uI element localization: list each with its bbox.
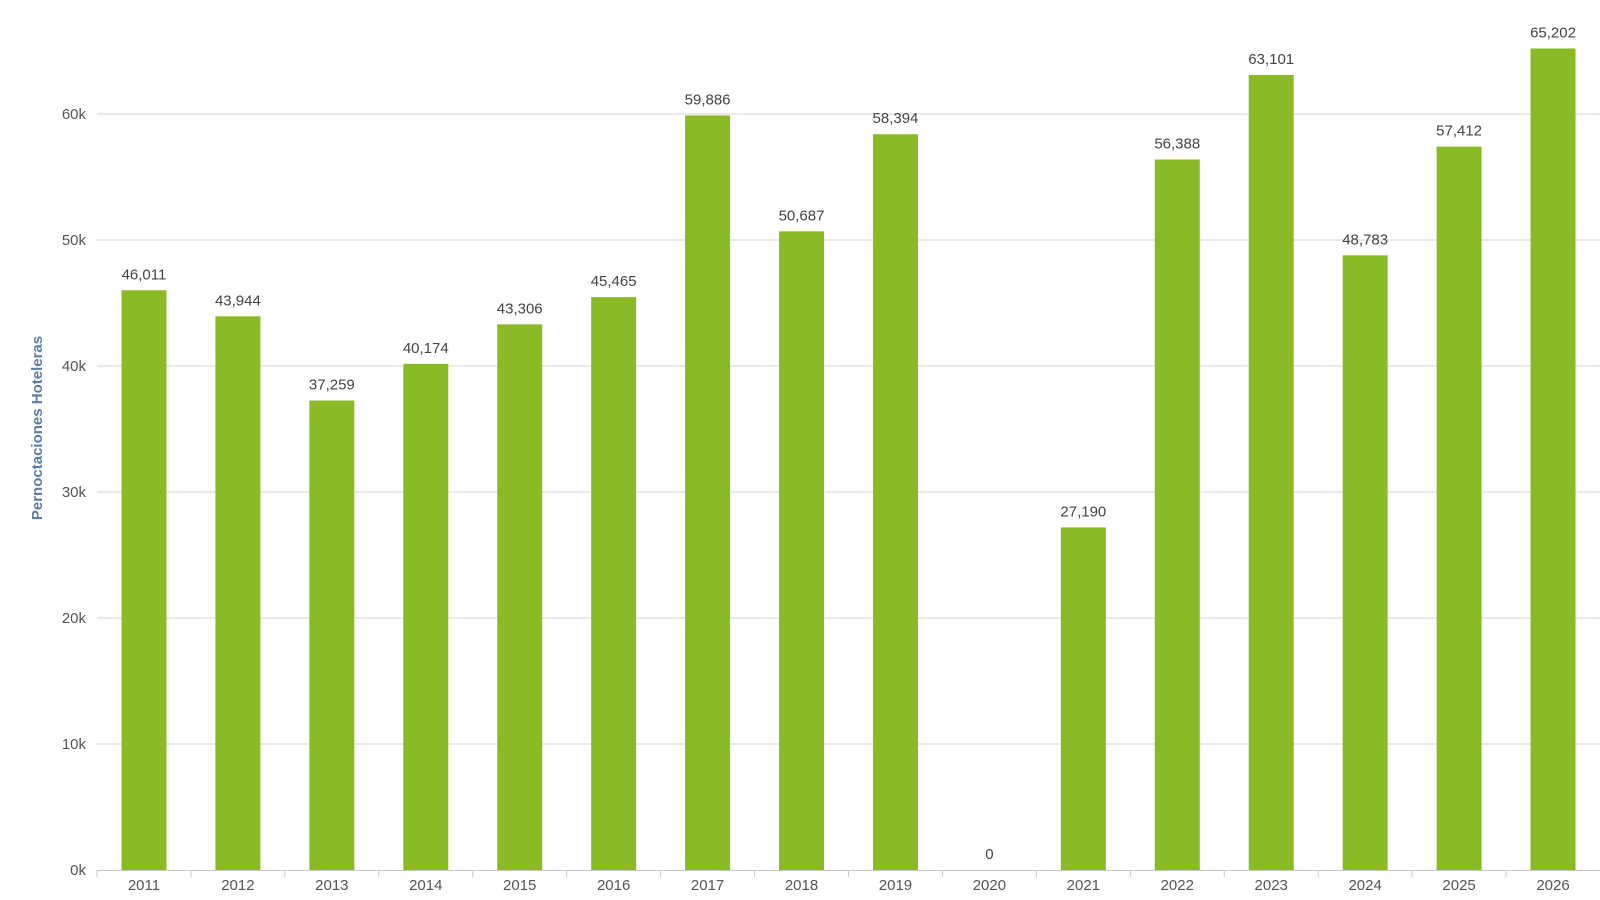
bar-2012[interactable] <box>215 316 261 870</box>
bar-2013[interactable] <box>309 400 355 870</box>
data-label-2013: 37,259 <box>309 377 355 394</box>
bar-2023[interactable] <box>1248 74 1294 871</box>
data-label-2016: 45,465 <box>591 273 637 290</box>
data-label-2012: 43,944 <box>215 292 261 309</box>
data-label-2014: 40,174 <box>403 340 449 357</box>
data-label-2015: 43,306 <box>497 300 543 317</box>
bar-2015[interactable] <box>497 324 543 871</box>
y-axis-title: Pernoctaciones Hoteleras <box>29 336 46 520</box>
y-tick-label: 40k <box>62 358 87 375</box>
data-label-2022: 56,388 <box>1154 136 1200 153</box>
y-tick-label: 10k <box>62 736 87 753</box>
bar-2018[interactable] <box>779 231 825 870</box>
bar-2024[interactable] <box>1342 255 1388 870</box>
bar-2011[interactable] <box>121 290 167 870</box>
bar-2019[interactable] <box>872 134 918 870</box>
x-tick-label-2024: 2024 <box>1348 877 1381 894</box>
data-label-2018: 50,687 <box>779 207 825 224</box>
data-label-2024: 48,783 <box>1342 231 1388 248</box>
bar-2016[interactable] <box>591 297 637 870</box>
data-label-2021: 27,190 <box>1060 503 1106 520</box>
bar-2021[interactable] <box>1060 527 1106 870</box>
x-tick-label-2022: 2022 <box>1161 877 1194 894</box>
data-label-2011: 46,011 <box>122 266 167 283</box>
y-tick-label: 50k <box>62 232 87 249</box>
bar-2022[interactable] <box>1154 159 1200 870</box>
data-label-2026: 65,202 <box>1530 24 1576 41</box>
x-tick-label-2023: 2023 <box>1255 877 1288 894</box>
x-tick-label-2026: 2026 <box>1536 877 1569 894</box>
data-label-2023: 63,101 <box>1248 51 1294 68</box>
x-tick-label-2019: 2019 <box>879 877 912 894</box>
data-label-2019: 58,394 <box>873 110 919 127</box>
data-label-2017: 59,886 <box>685 91 731 108</box>
x-tick-label-2017: 2017 <box>691 877 724 894</box>
bar-2026[interactable] <box>1530 48 1576 871</box>
x-tick-label-2016: 2016 <box>597 877 630 894</box>
data-label-2025: 57,412 <box>1436 123 1482 140</box>
bars: 46,011 43,944 37,259 40,174 43,306 45,465 59,8… <box>121 24 1576 871</box>
bar-2017[interactable] <box>685 115 731 870</box>
x-tick-label-2011: 2011 <box>128 877 160 894</box>
x-axis: 2011 2012 2013 2014 2015 2016 2017 2018 2019 2020… <box>96 870 1600 894</box>
bar-2014[interactable] <box>403 363 449 870</box>
data-label-2020: 0 <box>985 846 993 863</box>
x-tick-label-2015: 2015 <box>503 877 536 894</box>
y-tick-label: 0k <box>70 862 86 879</box>
y-tick-label: 30k <box>62 484 87 501</box>
bar-2025[interactable] <box>1436 146 1482 871</box>
x-tick-label-2021: 2021 <box>1067 877 1100 894</box>
x-tick-label-2012: 2012 <box>221 877 254 894</box>
y-tick-label: 20k <box>62 610 87 627</box>
y-tick-label: 60k <box>62 106 87 123</box>
x-tick-label-2025: 2025 <box>1442 877 1475 894</box>
x-tick-label-2018: 2018 <box>785 877 818 894</box>
x-tick-label-2020: 2020 <box>973 877 1006 894</box>
y-axis: 0k 10k 20k 30k 40k 50k 60k <box>62 106 87 879</box>
x-tick-label-2014: 2014 <box>409 877 442 894</box>
x-tick-label-2013: 2013 <box>315 877 348 894</box>
